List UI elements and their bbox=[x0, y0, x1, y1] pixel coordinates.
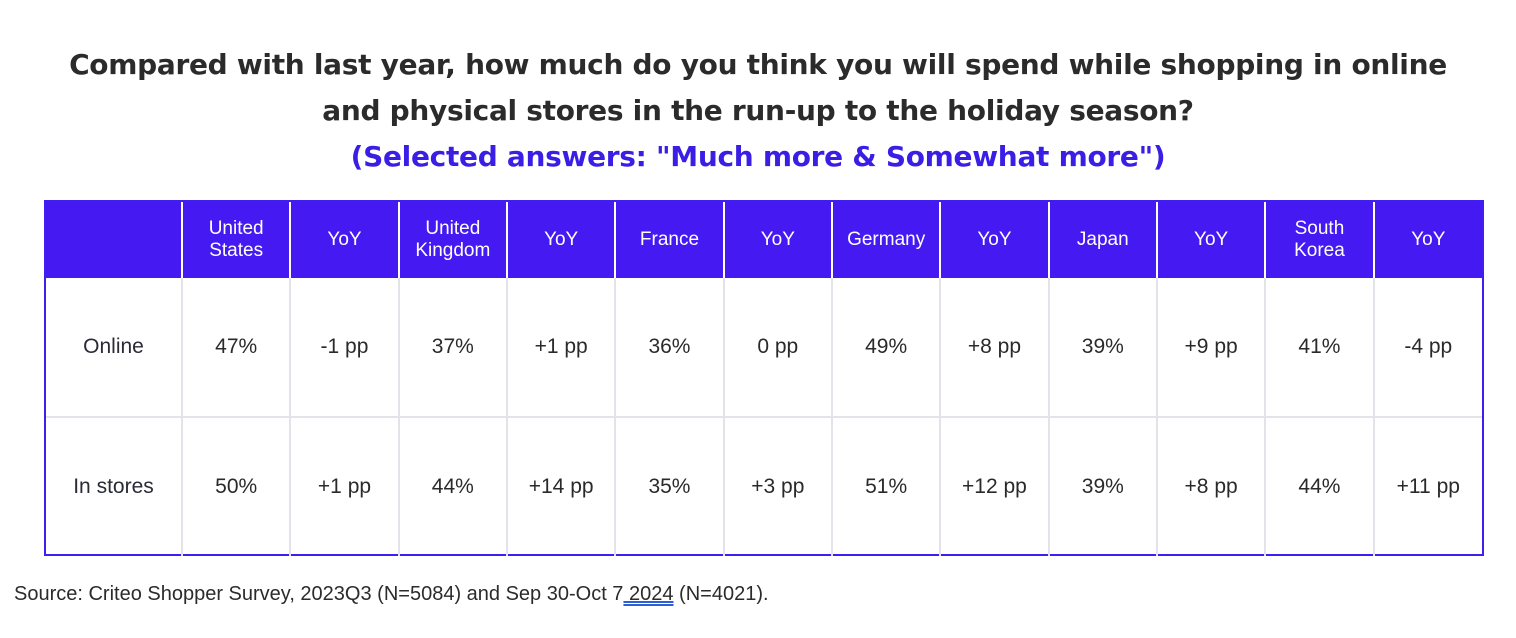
header-label-line: YoY bbox=[1411, 229, 1446, 250]
header-label-line: Japan bbox=[1076, 229, 1129, 250]
value-cell: -4 pp bbox=[1372, 278, 1482, 417]
header-cell: YoY bbox=[1372, 202, 1482, 278]
row-label-cell: In stores bbox=[46, 416, 182, 556]
chart-title-line-2: and physical stores in the run-up to the… bbox=[322, 94, 1194, 127]
value-cell: +1 pp bbox=[505, 278, 616, 417]
header-label-line: South bbox=[1294, 218, 1345, 239]
row-label-cell: Online bbox=[83, 335, 144, 358]
source-sample-size: (N=4021). bbox=[673, 583, 769, 605]
value-cell: 35% bbox=[614, 416, 724, 556]
header-label-line: YoY bbox=[977, 229, 1012, 250]
value-cell: +8 pp bbox=[939, 278, 1049, 417]
header-cell: United Kingdom bbox=[397, 202, 507, 278]
header-label-line: YoY bbox=[327, 229, 362, 250]
source-note: Source: Criteo Shopper Survey, 2023Q3 (N… bbox=[14, 583, 769, 606]
table-header-row: United States YoY United Kingdom YoY France YoY… bbox=[46, 202, 1482, 278]
value-cell: +14 pp bbox=[505, 416, 616, 556]
table-header: United States YoY United Kingdom YoY France YoY… bbox=[46, 202, 1482, 278]
value-cell: -1 pp bbox=[289, 278, 399, 417]
header-label-line: France bbox=[639, 229, 700, 250]
value-cell: 39% bbox=[1047, 416, 1157, 556]
header-label-line: States bbox=[209, 240, 264, 261]
chart-title-block: Compared with last year, how much do you… bbox=[0, 42, 1516, 180]
table-row: Online 47% -1 pp 37% +1 pp 36% 0 pp 49% +8 pp 39%… bbox=[46, 278, 1482, 417]
source-text: Source: Criteo Shopper Survey, 2023Q3 (N… bbox=[14, 583, 624, 605]
header-label-line: Kingdom bbox=[415, 240, 491, 261]
chart-title-line-1: Compared with last year, how much do you… bbox=[69, 48, 1447, 81]
header-cell: YoY bbox=[289, 202, 399, 278]
value-cell: 50% bbox=[180, 416, 291, 556]
header-cell: Germany bbox=[830, 202, 941, 278]
value-cell: +8 pp bbox=[1155, 416, 1266, 556]
value-cell: +11 pp bbox=[1372, 416, 1482, 556]
data-table: United States YoY United Kingdom YoY France YoY… bbox=[46, 202, 1482, 556]
source-year: 2024 bbox=[623, 583, 674, 605]
value-cell: 49% bbox=[830, 278, 941, 417]
value-cell: +12 pp bbox=[939, 416, 1049, 556]
header-label-line: Germany bbox=[847, 229, 926, 250]
table-row: In stores 50% +1 pp 44% +14 pp 35% +3 pp 51% +12… bbox=[46, 416, 1482, 556]
value-cell: 39% bbox=[1047, 278, 1157, 417]
header-cell-corner bbox=[46, 202, 182, 278]
header-cell: Japan bbox=[1047, 202, 1157, 278]
header-label-line: YoY bbox=[1194, 229, 1229, 250]
header-label-line: United bbox=[425, 218, 481, 239]
value-cell: 0 pp bbox=[722, 278, 832, 417]
header-cell: South Korea bbox=[1264, 202, 1374, 278]
header-label-line: YoY bbox=[760, 229, 795, 250]
value-cell: 47% bbox=[180, 278, 291, 417]
header-label-line: YoY bbox=[544, 229, 579, 250]
value-cell: +3 pp bbox=[722, 416, 832, 556]
value-cell: 37% bbox=[397, 278, 507, 417]
value-cell: 44% bbox=[1264, 416, 1374, 556]
chart-subtitle: (Selected answers: "Much more & Somewhat… bbox=[350, 140, 1166, 173]
value-cell: +9 pp bbox=[1155, 278, 1266, 417]
header-cell: United States bbox=[180, 202, 291, 278]
value-cell: +1 pp bbox=[289, 416, 399, 556]
header-label-line: Korea bbox=[1294, 240, 1345, 261]
value-cell: 41% bbox=[1264, 278, 1374, 417]
data-table-container: United States YoY United Kingdom YoY France YoY… bbox=[44, 200, 1484, 556]
table-body: Online 47% -1 pp 37% +1 pp 36% 0 pp 49% +8 pp 39%… bbox=[46, 278, 1482, 556]
header-label-line: United bbox=[208, 218, 264, 239]
header-cell: YoY bbox=[1155, 202, 1266, 278]
header-cell: YoY bbox=[505, 202, 616, 278]
header-cell: YoY bbox=[722, 202, 832, 278]
header-cell: YoY bbox=[939, 202, 1049, 278]
value-cell: 44% bbox=[397, 416, 507, 556]
value-cell: 36% bbox=[614, 278, 724, 417]
value-cell: 51% bbox=[830, 416, 941, 556]
header-cell: France bbox=[614, 202, 724, 278]
